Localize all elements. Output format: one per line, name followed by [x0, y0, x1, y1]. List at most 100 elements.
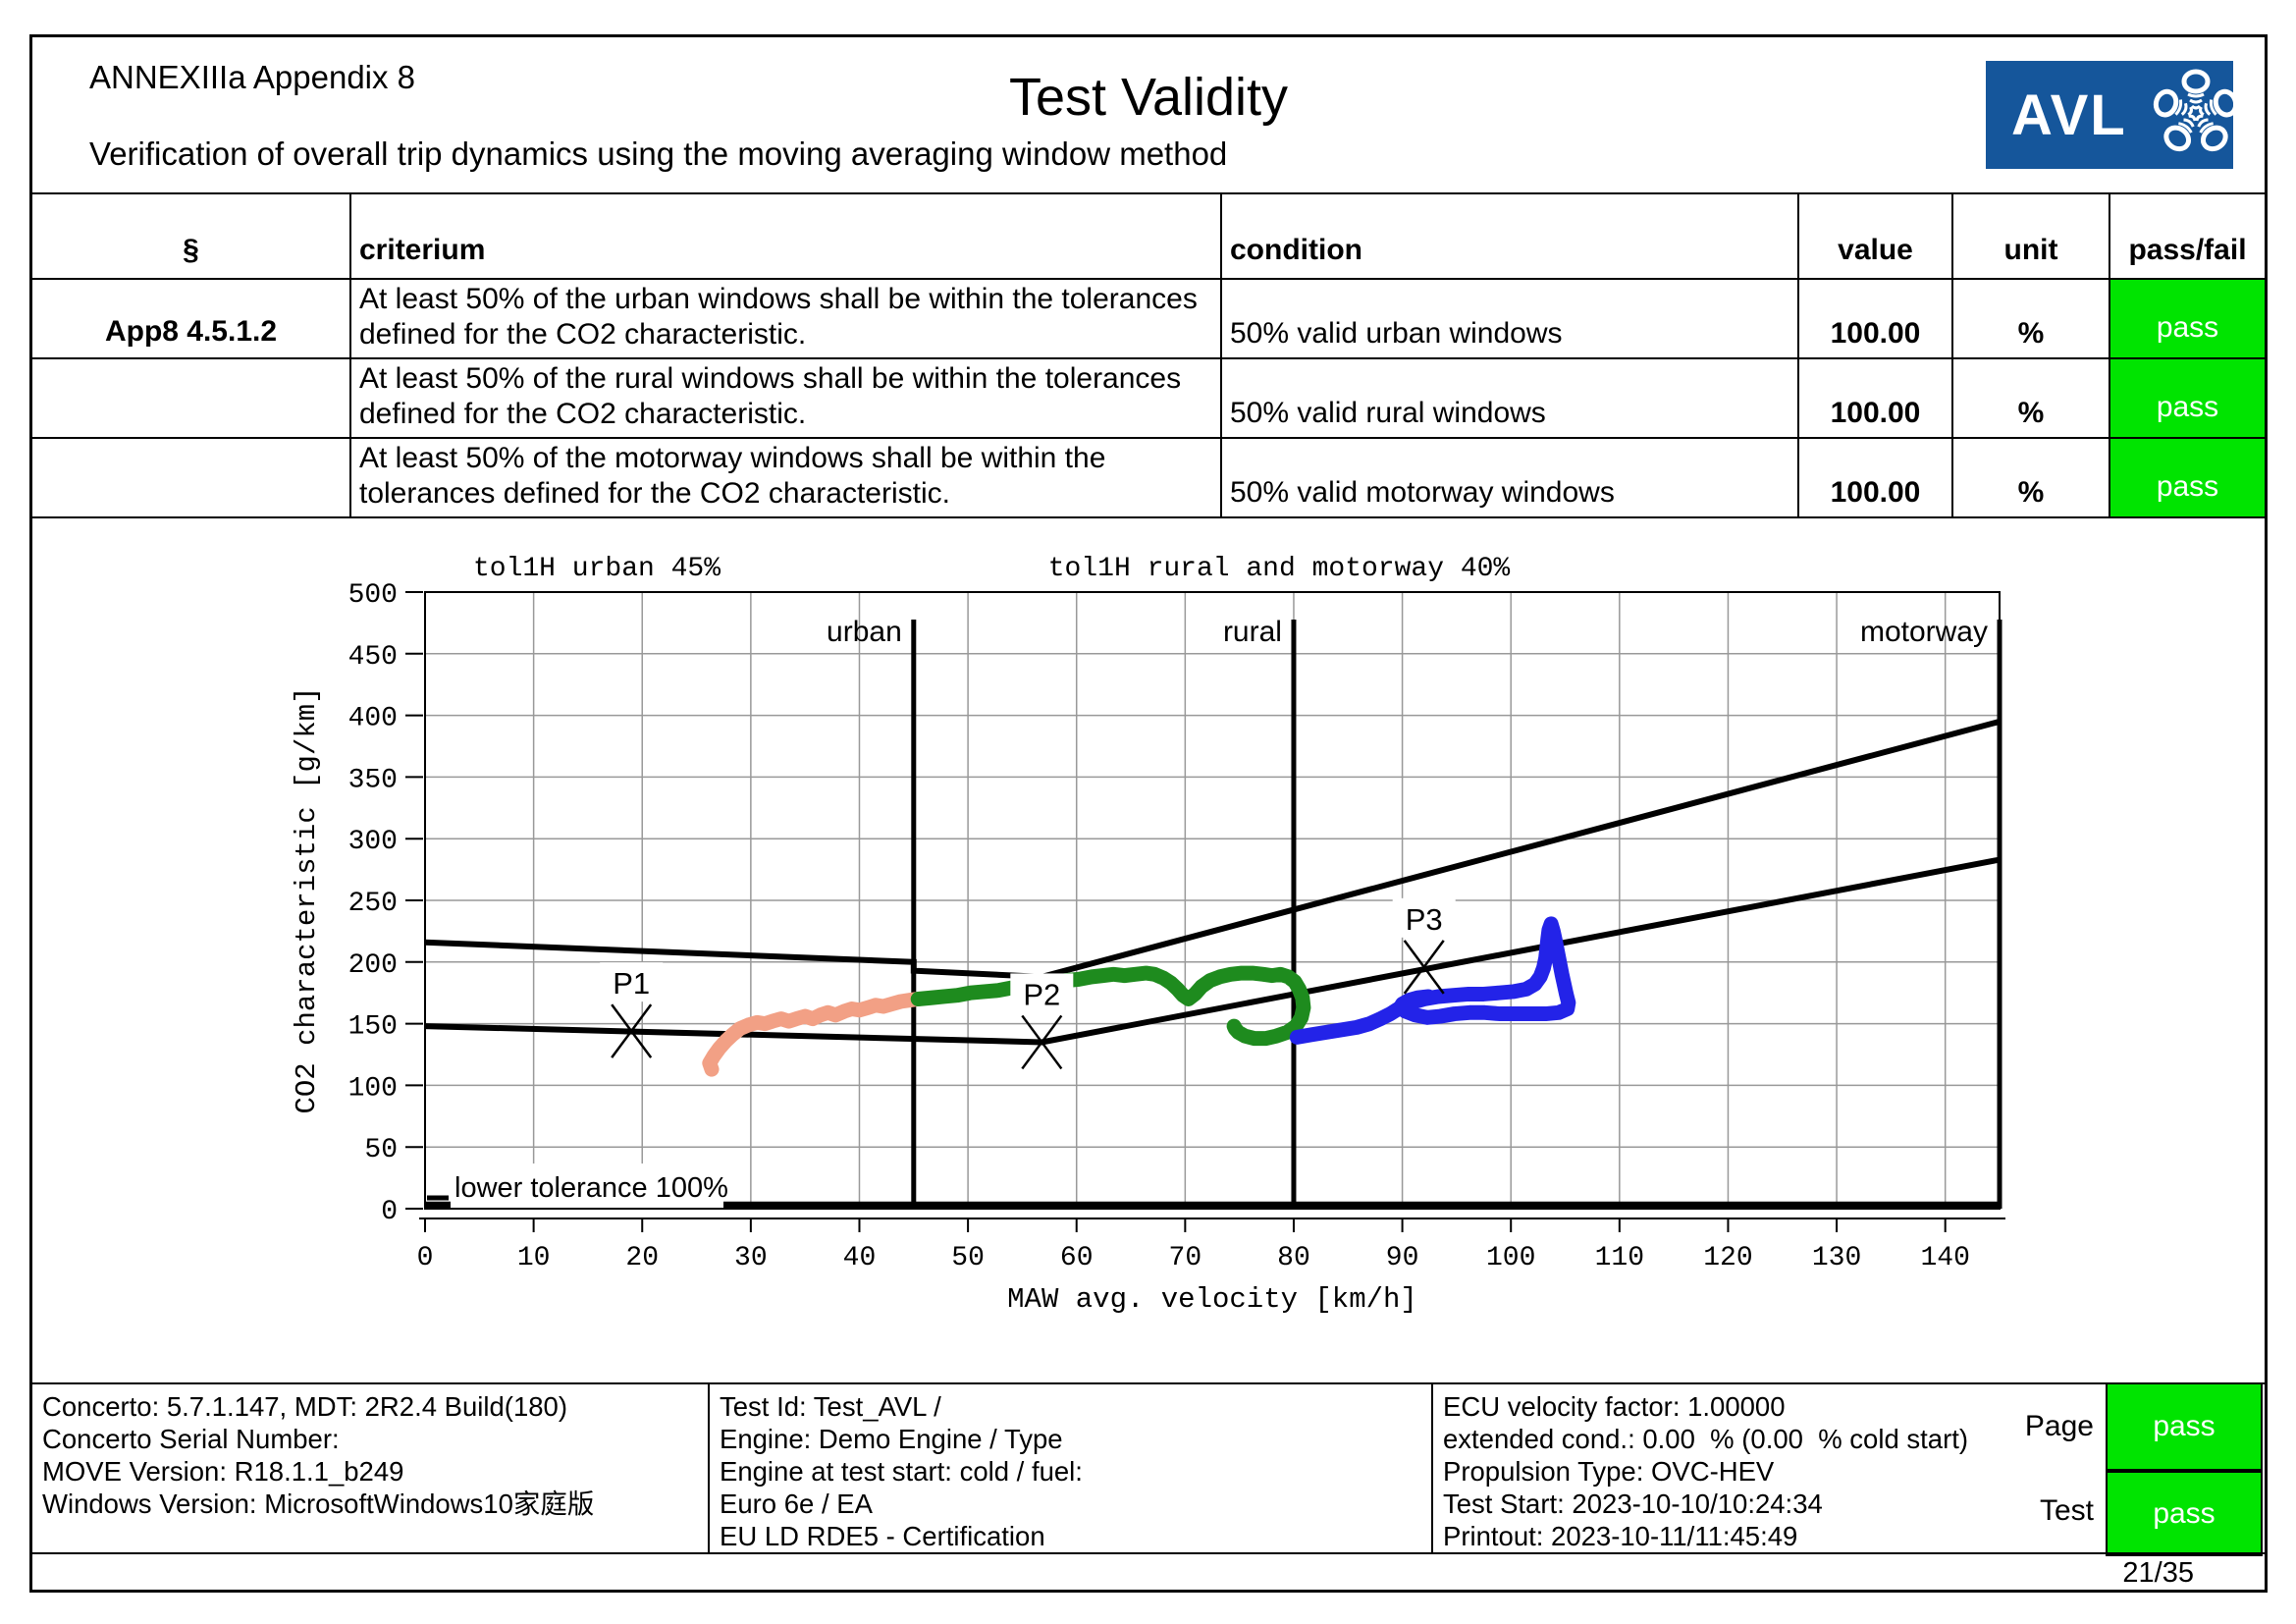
maw-chart: lower tolerance 100% urban rural motorway P1… [291, 554, 2005, 1316]
chart-title-rural-motorway-tolerance: tol1H rural and motorway 40% [1048, 554, 1511, 584]
row-unit: % [1953, 280, 2110, 359]
y-tick-label: 100 [348, 1073, 398, 1104]
status-badge: pass [2110, 280, 2265, 359]
zone-boundaries: urban rural motorway [827, 616, 2002, 1209]
footer-line: Concerto: 5.7.1.147, MDT: 2R2.4 Build(18… [42, 1391, 568, 1422]
x-axis-title: MAW avg. velocity [km/h] [1007, 1283, 1417, 1316]
row-criterium: At least 50% of the urban windows shall … [351, 280, 1222, 359]
x-tick-label: 10 [517, 1243, 551, 1273]
report-footer: Concerto: 5.7.1.147, MDT: 2R2.4 Build(18… [32, 1382, 2265, 1556]
row-value: 100.00 [1799, 359, 1953, 439]
status-badge: pass [2110, 439, 2265, 518]
x-tick-label: 140 [1920, 1243, 1969, 1273]
y-tick-label: 400 [348, 704, 398, 734]
footer-line: EU LD RDE5 - Certification [720, 1521, 1045, 1551]
lower-tolerance-label-bg [451, 1164, 723, 1209]
marker-P2: P2 [1010, 973, 1074, 1070]
x-tick-label: 40 [843, 1243, 877, 1273]
row-unit: % [1953, 439, 2110, 518]
x-tick-label: 70 [1169, 1243, 1202, 1273]
report-header: ANNEXIIIa Appendix 8 Test Validity Verif… [32, 37, 2265, 194]
col-header-unit: unit [1953, 194, 2110, 280]
footer-line: ECU velocity factor: 1.00000 [1443, 1391, 1786, 1422]
y-axis [405, 591, 423, 1210]
footer-line: MOVE Version: R18.1.1_b249 [42, 1456, 404, 1487]
col-header-condition: condition [1222, 194, 1799, 280]
y-axis-title: CO2 characteristic [g/km] [291, 686, 323, 1113]
avl-logo-text: AVL [2011, 82, 2127, 147]
x-tick-label: 80 [1277, 1243, 1310, 1273]
y-tick-label: 0 [381, 1197, 398, 1227]
status-badge: pass [2110, 359, 2265, 439]
x-tick-label: 130 [1812, 1243, 1861, 1273]
footer-ecu-info: ECU velocity factor: 1.00000 extended co… [1431, 1384, 2010, 1552]
page-subtitle: Verification of overall trip dynamics us… [89, 135, 1228, 172]
row-section-ref [32, 359, 351, 439]
row-condition: 50% valid motorway windows [1222, 439, 1799, 518]
maw-chart-section: lower tolerance 100% urban rural motorway P1… [32, 518, 2265, 1382]
footer-line: Propulsion Type: OVC-HEV [1443, 1456, 1775, 1487]
footer-line: Euro 6e / EA [720, 1489, 873, 1519]
y-tick-label: 50 [364, 1135, 398, 1165]
footer-line: Windows Version: MicrosoftWindows10家庭版 [42, 1489, 595, 1519]
footer-line: Engine at test start: cold / fuel: [720, 1456, 1083, 1487]
y-tick-label: 500 [348, 580, 398, 611]
col-header-criterium: criterium [351, 194, 1222, 280]
test-result-label: Test [2039, 1494, 2094, 1527]
footer-line: Printout: 2023-10-11/11:45:49 [1443, 1521, 1798, 1551]
marker-P1: P1 [600, 962, 664, 1058]
marker-label-P3: P3 [1406, 902, 1443, 937]
y-tick-label: 350 [348, 765, 398, 795]
lower-tolerance-label: lower tolerance 100% [454, 1172, 728, 1204]
chart-title-urban-tolerance: tol1H urban 45% [473, 554, 721, 584]
avl-pinwheel-icon [2145, 62, 2247, 169]
row-value: 100.00 [1799, 439, 1953, 518]
marker-P3: P3 [1392, 897, 1456, 995]
footer-test-info: Test Id: Test_AVL / Engine: Demo Engine … [708, 1384, 1431, 1552]
page-title: Test Validity [1008, 68, 1289, 127]
footer-line: Engine: Demo Engine / Type [720, 1424, 1063, 1454]
zone-label-motorway: motorway [1860, 616, 1988, 648]
x-tick-label: 110 [1595, 1243, 1644, 1273]
test-pass-badge: pass [2106, 1471, 2263, 1556]
row-condition: 50% valid urban windows [1222, 280, 1799, 359]
upper-tolerance-line [424, 718, 2001, 980]
x-tick-label: 120 [1703, 1243, 1752, 1273]
report-page: ANNEXIIIa Appendix 8 Test Validity Verif… [29, 34, 2268, 1593]
chart-grid [425, 592, 2000, 1209]
x-axis [419, 1218, 2005, 1232]
y-tick-label: 300 [348, 827, 398, 857]
x-tick-label: 0 [417, 1243, 434, 1273]
x-tick-label: 90 [1386, 1243, 1419, 1273]
x-tick-label: 100 [1486, 1243, 1535, 1273]
trace-motorway [1289, 916, 1576, 1045]
x-tick-label: 20 [625, 1243, 659, 1273]
footer-software-info: Concerto: 5.7.1.147, MDT: 2R2.4 Build(18… [32, 1384, 708, 1552]
marker-label-P2: P2 [1023, 977, 1060, 1011]
y-tick-label: 250 [348, 889, 398, 919]
col-header-passfail: pass/fail [2110, 194, 2265, 280]
page-pass-badge: pass [2106, 1382, 2263, 1471]
footer-line: Test Id: Test_AVL / [720, 1391, 941, 1422]
y-tick-label: 450 [348, 642, 398, 673]
appendix-label: ANNEXIIIa Appendix 8 [89, 59, 416, 95]
footer-line: Concerto Serial Number: [42, 1424, 340, 1454]
col-header-section: § [32, 194, 351, 280]
avl-logo: AVL [1986, 61, 2238, 169]
footer-line: extended cond.: 0.00 % (0.00 % cold star… [1443, 1424, 1969, 1454]
row-criterium: At least 50% of the rural windows shall … [351, 359, 1222, 439]
x-tick-label: 60 [1060, 1243, 1094, 1273]
criteria-table: § criterium condition value unit pass/fa… [32, 194, 2265, 518]
row-unit: % [1953, 359, 2110, 439]
col-header-value: value [1799, 194, 1953, 280]
y-tick-label: 200 [348, 950, 398, 981]
row-section-ref [32, 439, 351, 518]
row-value: 100.00 [1799, 280, 1953, 359]
row-section-ref: App8 4.5.1.2 [32, 280, 351, 359]
row-condition: 50% valid rural windows [1222, 359, 1799, 439]
footer-line: Test Start: 2023-10-10/10:24:34 [1443, 1489, 1823, 1519]
y-tick-label: 150 [348, 1012, 398, 1043]
page-number: 21/35 [32, 1552, 2265, 1593]
x-tick-label: 50 [951, 1243, 985, 1273]
marker-label-P1: P1 [613, 966, 650, 1001]
